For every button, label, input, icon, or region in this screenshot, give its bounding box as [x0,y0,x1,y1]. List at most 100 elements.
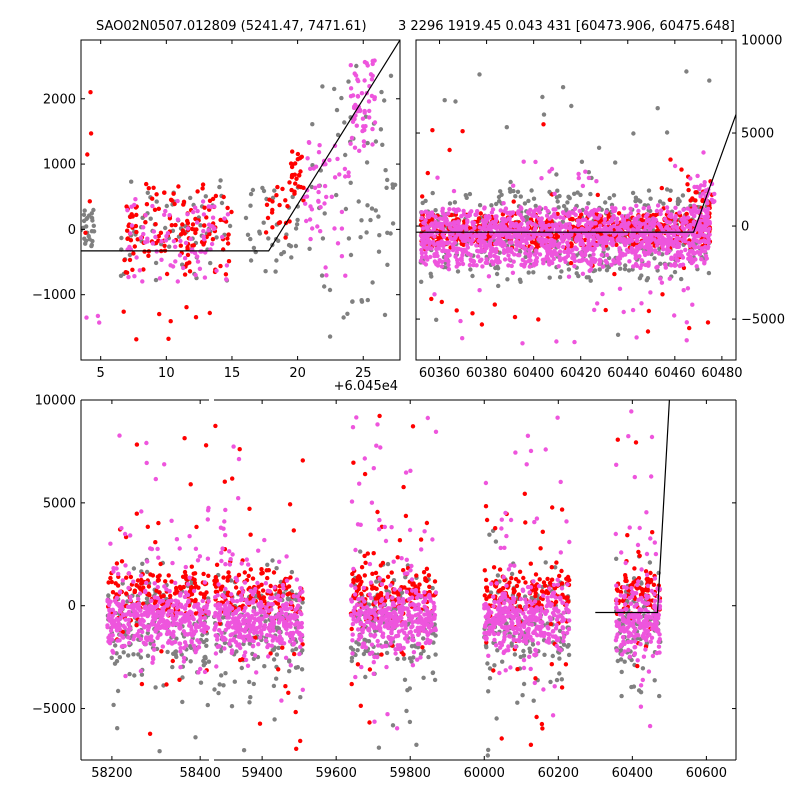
data-point-magenta [173,616,178,622]
data-point-magenta [694,264,699,269]
data-point-red [225,236,230,241]
data-point-gray [648,196,653,201]
data-point-magenta [477,288,482,293]
data-point-magenta [696,245,701,250]
data-point-gray [404,708,409,714]
data-point-magenta [627,259,632,264]
data-point-magenta [419,215,424,221]
data-point-magenta [237,642,242,647]
data-point-gray [287,669,292,674]
data-point-magenta [536,232,542,237]
data-point-gray [596,145,602,150]
data-point-magenta [484,257,489,262]
data-point-gray [504,125,509,130]
data-point-magenta [527,264,532,269]
data-point-red [265,575,270,581]
data-point-red [204,215,209,220]
data-point-magenta [205,556,211,561]
data-point-magenta [202,615,207,621]
data-point-magenta [533,159,538,165]
data-point-red [124,591,129,596]
data-point-magenta [642,245,647,250]
data-point-gray [239,665,244,671]
data-point-magenta [138,618,143,623]
data-point-magenta [268,615,274,620]
data-point-magenta [229,597,235,602]
data-point-magenta [433,214,438,220]
data-point-magenta [580,271,586,276]
data-point-magenta [515,252,521,258]
data-point-magenta [577,208,582,214]
data-point-magenta [350,93,356,98]
data-point-gray [115,726,120,731]
data-point-magenta [127,626,133,631]
data-point-magenta [419,254,425,260]
data-point-magenta [174,605,180,611]
data-point-magenta [223,627,228,633]
x-tick-label: 60480 [701,366,742,381]
data-point-red [125,236,131,241]
data-point-gray [430,190,435,196]
data-point-gray [214,235,219,240]
data-point-magenta [179,620,184,625]
data-point-red [141,267,146,272]
data-point-red [227,574,232,579]
data-point-magenta [372,120,378,125]
data-point-magenta [162,462,167,467]
data-point-red [646,308,652,314]
data-point-red [597,219,602,225]
data-point-red [277,588,282,594]
data-point-magenta [425,225,430,230]
data-point-red [169,198,175,203]
data-point-magenta [524,240,529,246]
data-point-magenta [547,169,552,174]
data-point-magenta [685,215,691,220]
data-point-red [229,209,234,215]
data-point-gray [163,225,168,231]
data-point-red [132,588,138,593]
data-point-gray [385,177,390,183]
data-point-magenta [159,257,164,262]
data-point-gray [218,649,224,654]
data-point-magenta [598,223,603,228]
data-point-magenta [117,609,123,614]
data-point-magenta [432,234,437,239]
data-point-red [250,576,256,581]
data-point-magenta [178,591,183,596]
data-point-red [373,570,379,576]
data-point-gray [144,596,150,601]
data-point-magenta [316,150,322,155]
data-point-magenta [567,225,573,230]
data-point-red [144,181,149,187]
data-point-magenta [110,621,115,626]
data-point-magenta [651,220,657,225]
data-point-magenta [242,629,248,634]
data-point-red [286,690,291,695]
data-point-magenta [588,262,594,268]
data-point-red [190,226,195,232]
data-point-gray [136,652,141,657]
data-point-red [191,571,196,576]
data-point-red [570,216,575,222]
data-point-magenta [323,162,328,167]
data-point-gray [339,95,344,101]
data-point-magenta [595,233,600,238]
data-point-magenta [138,668,144,674]
data-point-gray [354,63,359,69]
data-point-magenta [192,603,198,608]
data-point-magenta [132,274,137,279]
data-point-gray [382,98,387,103]
data-point-gray [203,194,208,199]
data-point-magenta [583,169,588,174]
data-point-magenta [250,644,256,649]
data-point-magenta [107,602,112,608]
data-point-magenta [288,663,293,668]
data-point-gray [517,249,523,254]
data-point-red [172,201,177,207]
data-point-gray [188,195,193,201]
data-point-magenta [247,624,252,629]
data-point-red [365,551,370,556]
data-point-magenta [592,221,597,226]
data-point-red [193,611,199,616]
data-point-magenta [705,246,710,251]
